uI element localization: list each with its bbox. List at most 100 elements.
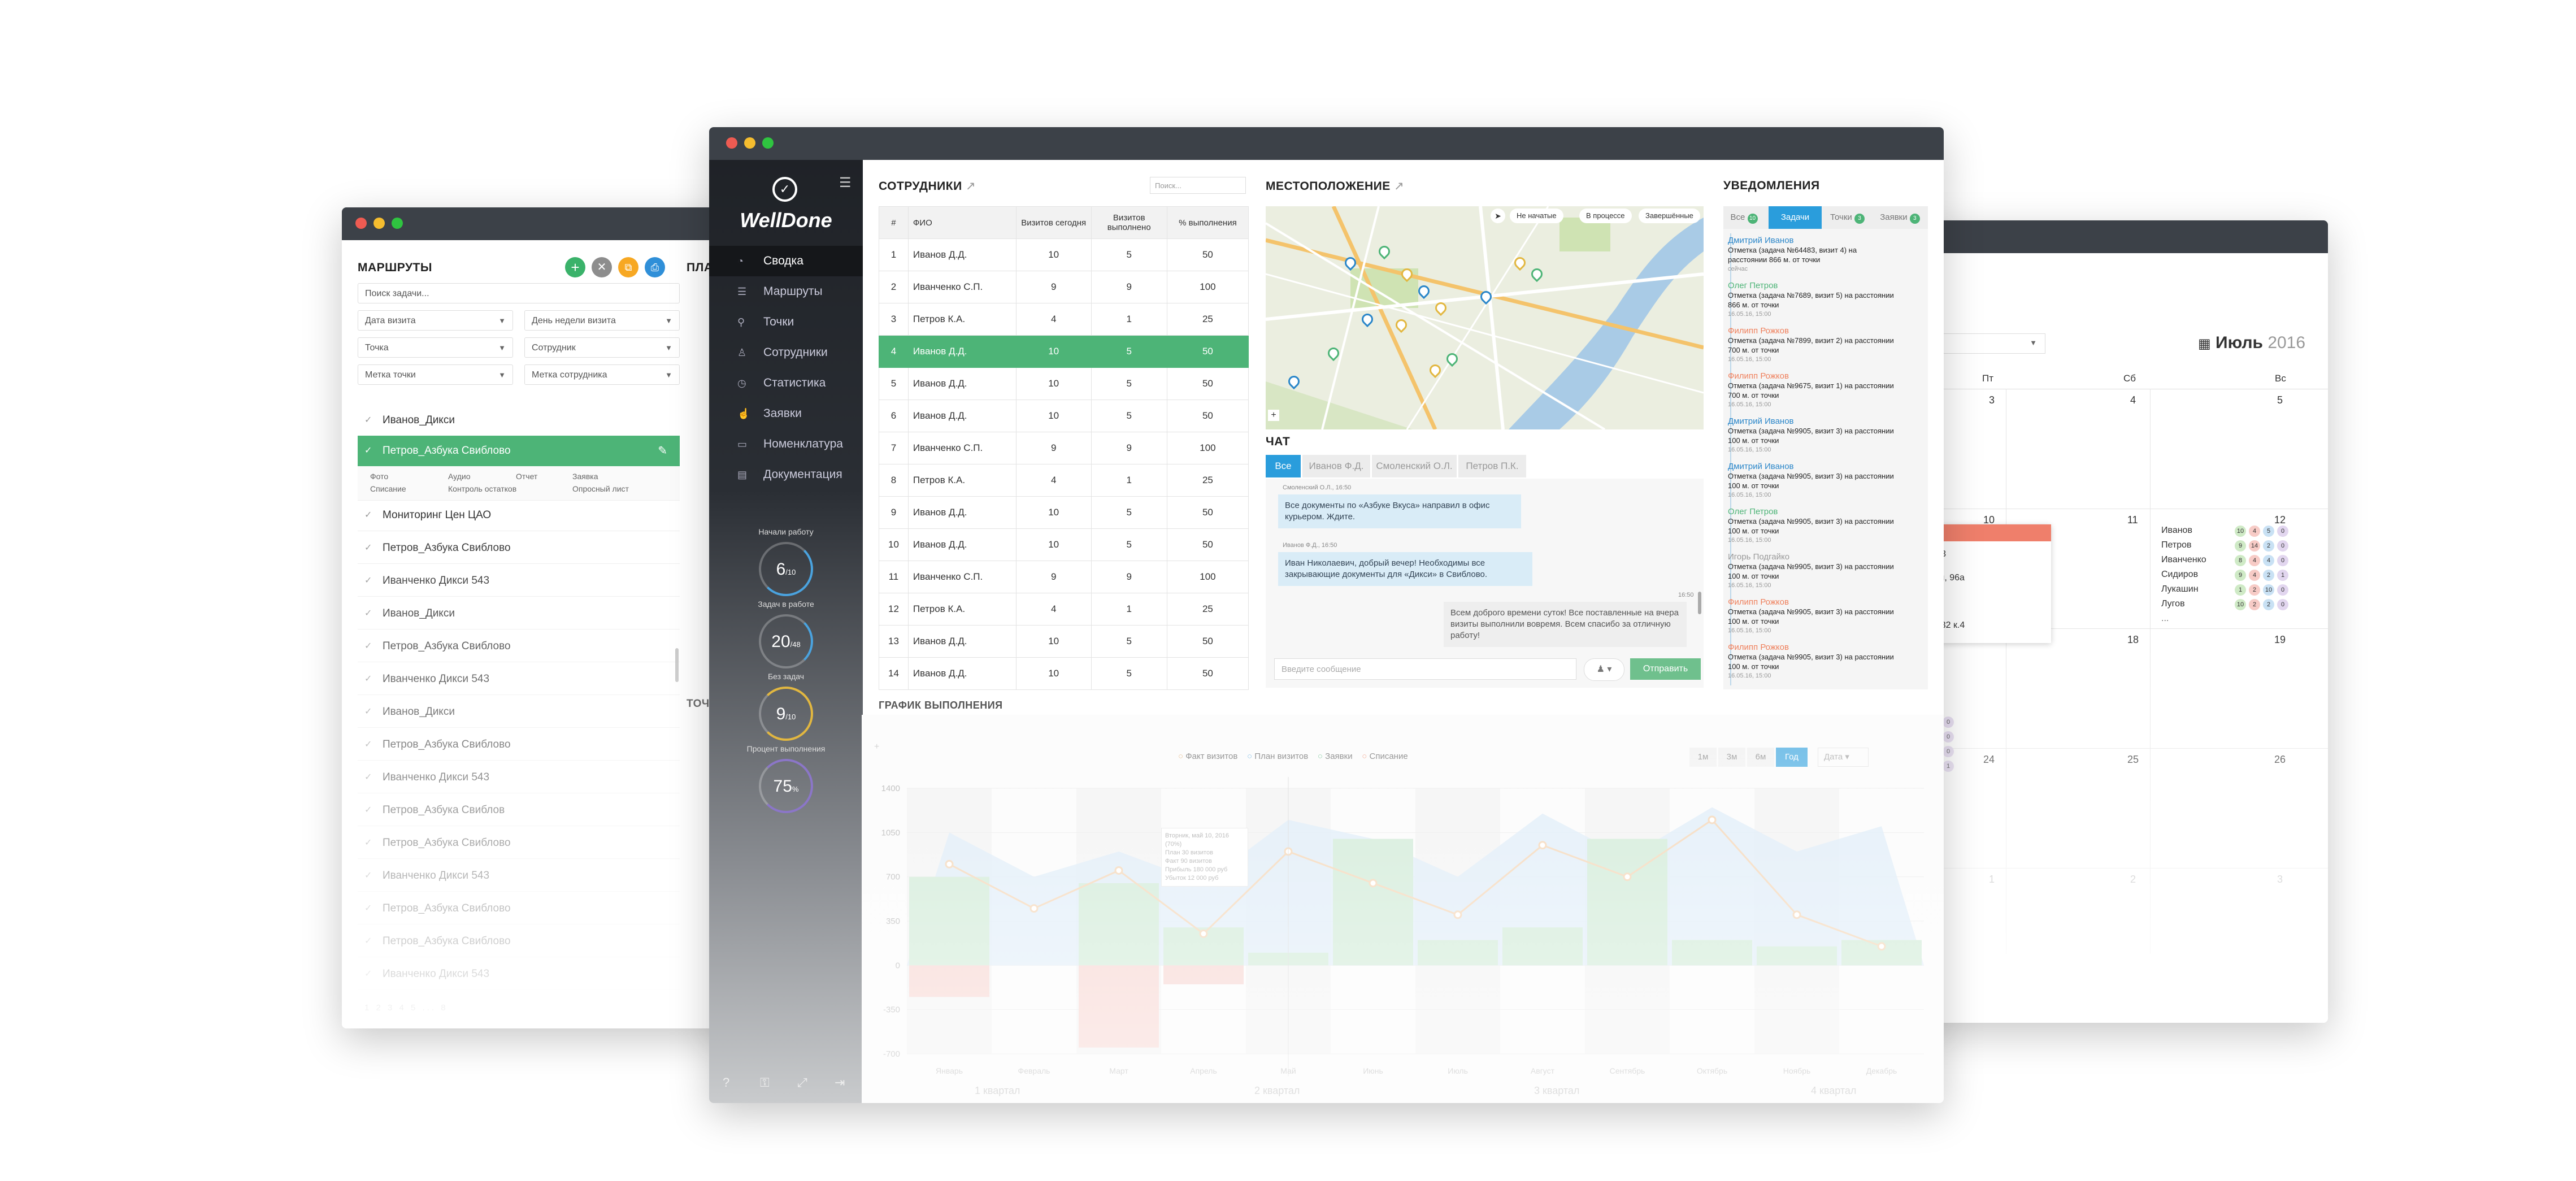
route-item[interactable]: ✓ Иванченко Дикси 543 (358, 664, 680, 695)
notif-tab-all[interactable]: Все 10 (1723, 206, 1767, 229)
route-item[interactable]: ✓ Петров_Азбука Свиблово (358, 730, 680, 761)
filter-visit-date[interactable]: Дата визита ▼ (358, 310, 513, 331)
chat-scrollbar[interactable] (1698, 592, 1701, 614)
nav-item-routes[interactable]: ☰ Маршруты (709, 276, 863, 307)
option-writeoff[interactable]: Списание (370, 484, 406, 493)
table-row[interactable]: 2 Иванченко С.П. 9 9 100 (879, 271, 1249, 303)
nav-item-employees[interactable]: ♙ Сотрудники (709, 337, 863, 368)
filter-employee[interactable]: Сотрудник ▼ (524, 337, 680, 358)
notification-item[interactable]: Олег Петров Отметка (задача №7689, визит … (1728, 281, 1894, 318)
route-item-selected[interactable]: ✓ Петров_Азбука Свиблово ✎ (358, 436, 680, 467)
maximize-window-button[interactable] (392, 218, 403, 229)
notification-item[interactable]: Филипп Рожков Отметка (задача №9675, визи… (1728, 371, 1894, 408)
notification-item[interactable]: Дмитрий Иванов Отметка (задача №9905, виз… (1728, 462, 1894, 498)
notification-item[interactable]: Дмитрий Иванов Отметка (задача №9905, виз… (1728, 416, 1894, 453)
option-photo[interactable]: Фото (370, 472, 389, 481)
filter-point-tag[interactable]: Метка точки ▼ (358, 364, 513, 385)
edit-icon[interactable]: ✎ (658, 445, 667, 457)
route-item[interactable]: ✓ Иванченко Дикси 543 (358, 959, 680, 990)
external-link-icon[interactable]: ↗ (966, 180, 976, 193)
copy-route-button[interactable]: ⧉ (618, 257, 638, 277)
filter-not-started[interactable]: Не начатые (1510, 209, 1563, 223)
notification-item[interactable]: Филипп Рожков Отметка (задача №7899, визи… (1728, 326, 1894, 363)
table-row[interactable]: 10 Иванов Д.Д. 10 5 50 (879, 528, 1249, 561)
fullscreen-icon[interactable]: ⤢ (797, 1075, 807, 1089)
filter-visit-weekday[interactable]: День недели визита ▼ (524, 310, 680, 331)
option-order[interactable]: Заявка (572, 472, 598, 481)
external-link-icon[interactable]: ↗ (1394, 180, 1405, 193)
task-search-input[interactable]: Поиск задачи... (358, 283, 680, 303)
route-item[interactable]: ✓ Петров_Азбука Свиблово (358, 926, 680, 957)
nav-item-points[interactable]: ⚲ Точки (709, 307, 863, 337)
table-row[interactable]: 1 Иванов Д.Д. 10 5 50 (879, 238, 1249, 271)
route-item[interactable]: ✓ Иванченко Дикси 543 (358, 861, 680, 892)
minimize-window-button[interactable] (744, 137, 755, 149)
notif-tab-orders[interactable]: Заявки 3 (1875, 206, 1928, 229)
route-item[interactable]: ✓ Иванов_Дикси (358, 598, 680, 629)
chat-tab[interactable]: Смоленский О.Л. (1372, 455, 1457, 477)
route-item[interactable]: ✓ Петров_Азбука Свиблово (358, 533, 680, 564)
notification-item[interactable]: Филипп Рожков Отметка (задача №9905, визи… (1728, 642, 1894, 679)
calendar-month-label[interactable]: ▦ Июль 2016 (2198, 333, 2306, 352)
option-stock-control[interactable]: Контроль остатков (448, 484, 517, 493)
navigation-icon[interactable]: ➤ (1491, 209, 1505, 223)
route-item[interactable]: ✓ Мониторинг Цен ЦАО (358, 500, 680, 531)
table-row[interactable]: 9 Иванов Д.Д. 10 5 50 (879, 496, 1249, 529)
route-item[interactable]: ✓ Петров_Азбука Свиблово (358, 828, 680, 859)
route-item[interactable]: ✓ Петров_Азбука Свиблово (358, 631, 680, 662)
notif-tab-points[interactable]: Точки 3 (1824, 206, 1874, 229)
attach-user-icon[interactable]: ♟ ▾ (1584, 658, 1624, 681)
location-map[interactable]: ➤ Не начатые В процессе Завершённые + (1266, 206, 1704, 429)
table-row[interactable]: 11 Иванченко С.П. 9 9 100 (879, 561, 1249, 593)
route-item[interactable]: ✓ Иванов_Дикси (358, 405, 680, 436)
table-row[interactable]: 5 Иванов Д.Д. 10 5 50 (879, 367, 1249, 400)
more-people[interactable]: ... (2161, 614, 2169, 623)
logout-icon[interactable]: ⇥ (835, 1075, 845, 1089)
route-item[interactable]: ✓ Иванов_Дикси (358, 697, 680, 728)
chat-tab-all[interactable]: Все (1266, 455, 1301, 477)
notif-tab-tasks[interactable]: Задачи (1769, 206, 1822, 229)
zoom-in-button[interactable]: + (1268, 410, 1279, 421)
minimize-window-button[interactable] (373, 218, 385, 229)
table-row[interactable]: 13 Иванов Д.Д. 10 5 50 (879, 625, 1249, 658)
filter-employee-tag[interactable]: Метка сотрудника ▼ (524, 364, 680, 385)
option-audio[interactable]: Аудио (448, 472, 471, 481)
route-item[interactable]: ✓ Петров_Азбука Свиблов (358, 795, 680, 826)
delete-route-button[interactable]: ✕ (592, 257, 612, 277)
print-route-button[interactable]: ⎙ (645, 257, 665, 277)
route-item[interactable]: ✓ Иванченко Дикси 543 (358, 762, 680, 793)
option-survey[interactable]: Опросный лист (572, 484, 629, 493)
option-report[interactable]: Отчет (516, 472, 538, 481)
notification-item[interactable]: Филипп Рожков Отметка (задача №9905, визи… (1728, 597, 1894, 634)
route-item[interactable]: ✓ Иванченко Дикси 543 (358, 566, 680, 597)
chat-message-input[interactable]: Введите сообщение (1274, 658, 1576, 680)
filter-completed[interactable]: Завершённые (1639, 209, 1700, 223)
table-row[interactable]: 3 Петров К.А. 4 1 25 (879, 303, 1249, 336)
lock-icon[interactable]: ⚿ (760, 1075, 770, 1089)
send-button[interactable]: Отправить (1630, 658, 1701, 680)
table-row[interactable]: 7 Иванченко С.П. 9 9 100 (879, 432, 1249, 464)
chat-tab[interactable]: Иванов Ф.Д. (1302, 455, 1370, 477)
table-row-selected[interactable]: 4 Иванов Д.Д. 10 5 50 (879, 335, 1249, 368)
routes-scrollbar[interactable] (675, 648, 679, 682)
close-window-button[interactable] (355, 218, 367, 229)
add-route-button[interactable]: + (565, 257, 585, 277)
table-row[interactable]: 6 Иванов Д.Д. 10 5 50 (879, 400, 1249, 432)
nav-item-documentation[interactable]: ▤ Документация (709, 459, 863, 490)
table-row[interactable]: 14 Иванов Д.Д. 10 5 50 (879, 657, 1249, 690)
nav-item-statistics[interactable]: ◷ Статистика (709, 368, 863, 398)
maximize-window-button[interactable] (762, 137, 774, 149)
pagination[interactable]: 1 2 3 4 5 ... 8 (364, 1003, 448, 1013)
notification-item[interactable]: Игорь Подгайко Отметка (задача №9905, виз… (1728, 552, 1894, 589)
nav-item-summary[interactable]: ◔ Сводка (709, 246, 863, 276)
table-row[interactable]: 8 Петров К.А. 4 1 25 (879, 464, 1249, 497)
close-window-button[interactable] (726, 137, 737, 149)
employees-search-input[interactable]: Поиск... (1150, 177, 1246, 194)
notification-item[interactable]: Олег Петров Отметка (задача №9905, визит … (1728, 507, 1894, 544)
route-item[interactable]: ✓ Петров_Азбука Свиблово (358, 893, 680, 924)
notification-item[interactable]: Дмитрий Иванов Отметка (задача №64483, ви… (1728, 236, 1857, 272)
filter-in-progress[interactable]: В процессе (1579, 209, 1632, 223)
nav-item-orders[interactable]: ☝ Заявки (709, 398, 863, 429)
nav-item-nomenclature[interactable]: ▭ Номенклатура (709, 429, 863, 459)
hamburger-menu-icon[interactable]: ☰ (839, 175, 852, 190)
